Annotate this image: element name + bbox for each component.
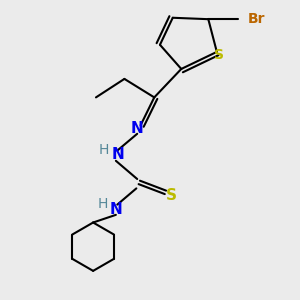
Text: N: N — [110, 202, 122, 217]
Text: Br: Br — [248, 12, 266, 26]
Text: N: N — [112, 147, 124, 162]
Text: N: N — [131, 121, 144, 136]
Text: S: S — [166, 188, 177, 203]
Text: H: H — [99, 143, 109, 157]
Text: S: S — [214, 48, 224, 62]
Text: H: H — [97, 197, 108, 211]
